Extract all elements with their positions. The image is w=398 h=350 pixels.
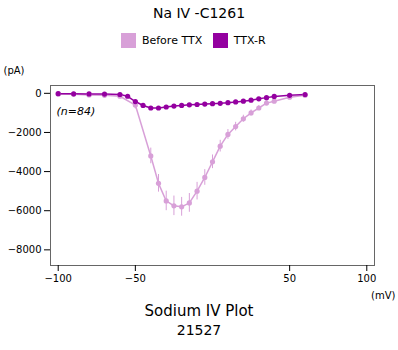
svg-text:(n=84): (n=84) <box>57 105 96 118</box>
html-text:Na IV -C1261: Na IV -C1261 <box>152 5 246 21</box>
svg-text:−8000: −8000 <box>8 244 42 255</box>
svg-text:−4000: −4000 <box>8 165 42 176</box>
svg-text:−100: −100 <box>44 272 71 283</box>
svg-text:−2000: −2000 <box>8 126 42 137</box>
html-text:Before TTX: Before TTX <box>141 34 203 47</box>
html-text:Sodium IV Plot: Sodium IV Plot <box>144 301 254 320</box>
html-text:21527: 21527 <box>176 321 222 338</box>
svg-text:(pA): (pA) <box>4 64 25 75</box>
html-text:TTX-R: TTX-R <box>233 34 266 47</box>
svg-text:50: 50 <box>283 272 296 283</box>
svg-text:(mV): (mV) <box>371 289 395 300</box>
svg-text:−50: −50 <box>125 272 146 283</box>
svg-text:−6000: −6000 <box>8 204 42 215</box>
svg-text:100: 100 <box>357 272 376 283</box>
svg-text:0: 0 <box>35 87 41 98</box>
